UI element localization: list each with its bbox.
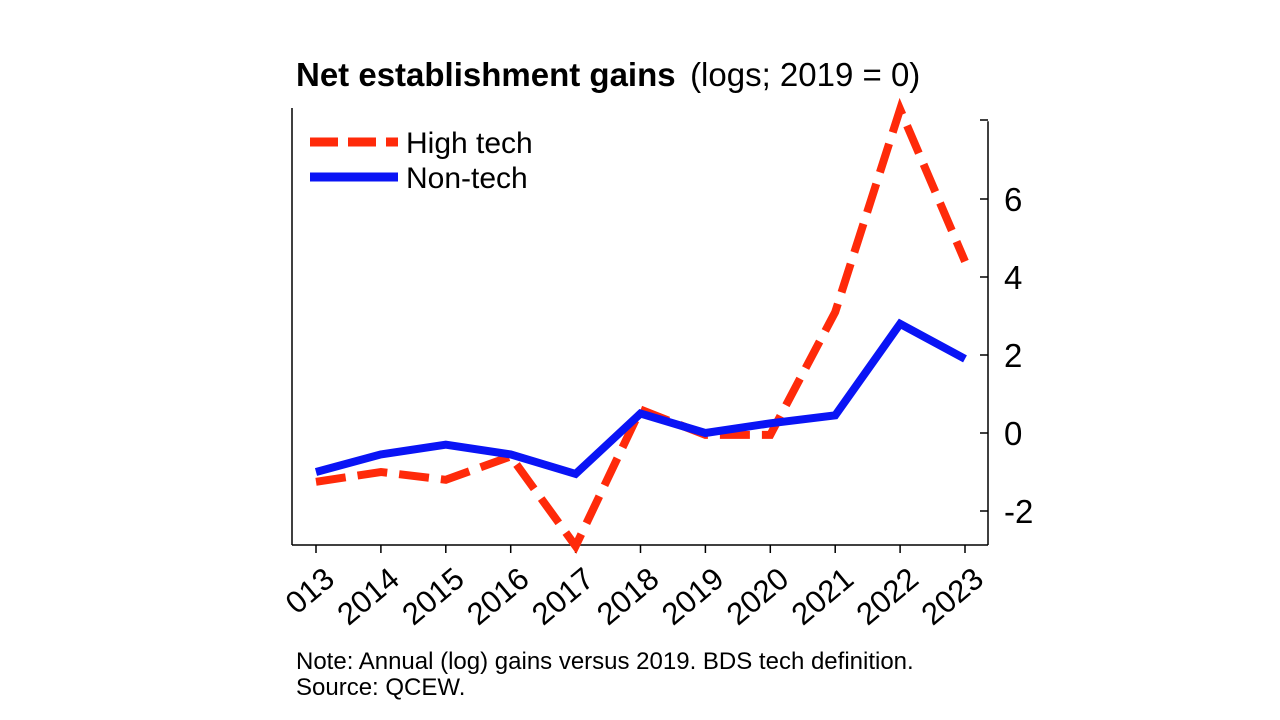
series-layer	[314, 97, 969, 554]
y-tick-label: 6	[1004, 181, 1022, 218]
y-tick-label: 0	[1004, 415, 1022, 452]
chart-title: Net establishment gains (logs; 2019 = 0)	[296, 56, 920, 93]
y-tick-label: 4	[1004, 259, 1022, 296]
x-tick-label: 2019	[655, 561, 730, 632]
x-tick-label: 2021	[785, 561, 860, 632]
x-tick-label: 013	[279, 561, 341, 621]
legend-label-non-tech: Non-tech	[406, 162, 528, 195]
chart-title-main: Net establishment gains	[296, 56, 676, 93]
label-clip-mask	[0, 555, 278, 655]
x-tick-label: 2015	[395, 561, 470, 632]
note-line-2: Source: QCEW.	[296, 674, 466, 701]
chart-note: Note: Annual (log) gains versus 2019. BD…	[296, 649, 914, 701]
x-tick-label: 2014	[330, 561, 405, 632]
y-tick-label: 2	[1004, 337, 1022, 374]
x-tick-label: 2017	[525, 561, 600, 632]
legend-label-high-tech: High tech	[406, 127, 533, 160]
x-tick-label: 2022	[850, 561, 925, 632]
y-tick-label: -2	[1004, 493, 1033, 530]
chart-title-subtitle: (logs; 2019 = 0)	[690, 56, 920, 93]
x-tick-label: 2023	[915, 561, 990, 632]
x-tick-label: 2018	[590, 561, 665, 632]
note-line-1: Note: Annual (log) gains versus 2019. BD…	[296, 648, 914, 675]
x-tick-label: 2020	[720, 561, 795, 632]
series-line-high-tech	[315, 97, 969, 554]
x-tick-label: 2016	[460, 561, 535, 632]
series-line-non-tech	[314, 318, 967, 479]
